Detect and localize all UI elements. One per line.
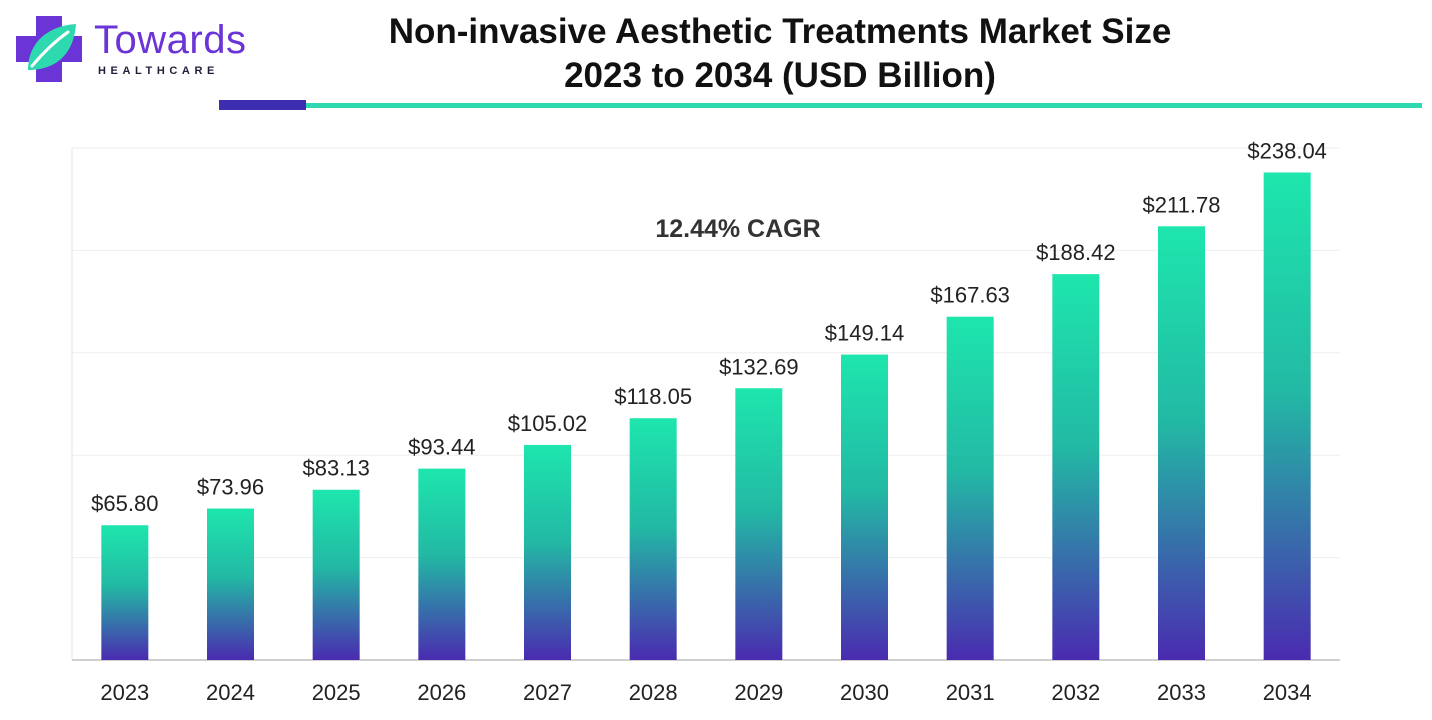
bar-2025 [312,489,360,660]
x-tick-label-2026: 2026 [417,680,466,705]
data-label-2028: $118.05 [614,384,692,409]
data-label-2027: $105.02 [508,411,588,436]
brand-name: Towards [94,18,247,62]
data-label-2026: $93.44 [408,435,475,460]
x-tick-label-2023: 2023 [100,680,149,705]
cagr-annotation: 12.44% CAGR [655,215,820,243]
bar-2031 [946,316,994,660]
x-tick-label-2028: 2028 [629,680,678,705]
brand-logo: Towards HEALTHCARE [14,14,254,84]
data-label-2033: $211.78 [1143,192,1221,217]
header-rule-accent [219,100,306,110]
x-tick-label-2024: 2024 [206,680,255,705]
data-label-2030: $149.14 [825,321,905,346]
bar-2034 [1263,172,1311,660]
chart-title: Non-invasive Aesthetic Treatments Market… [300,10,1260,98]
x-tick-label-2030: 2030 [840,680,889,705]
x-tick-label-2029: 2029 [734,680,783,705]
cross-leaf-icon [16,16,82,82]
bar-2032 [1052,274,1100,660]
bar-2033 [1158,226,1205,660]
x-tick-label-2034: 2034 [1263,680,1312,705]
data-label-2032: $188.42 [1036,240,1116,265]
data-label-2025: $83.13 [303,456,370,481]
bar-2024 [207,508,254,660]
x-tick-label-2025: 2025 [312,680,361,705]
data-label-2034: $238.04 [1247,138,1327,163]
data-label-2023: $65.80 [91,491,158,516]
bar-2023 [101,525,149,660]
header-rule [306,103,1422,108]
x-tick-label-2032: 2032 [1051,680,1100,705]
chart-title-line-1: Non-invasive Aesthetic Treatments Market… [388,12,1172,51]
data-label-2031: $167.63 [930,283,1010,308]
bar-2030 [841,354,888,660]
x-tick-label-2031: 2031 [946,680,995,705]
bar-2028 [629,418,677,660]
data-label-2029: $132.69 [719,354,799,379]
chart-title-line-2: 2023 to 2034 (USD Billion) [564,56,996,95]
bar-2026 [418,468,466,660]
x-tick-label-2033: 2033 [1157,680,1206,705]
brand-tagline: HEALTHCARE [98,65,219,77]
data-label-2024: $73.96 [197,475,264,500]
bar-2029 [735,388,783,660]
bar-2027 [524,444,571,660]
x-tick-label-2027: 2027 [523,680,572,705]
